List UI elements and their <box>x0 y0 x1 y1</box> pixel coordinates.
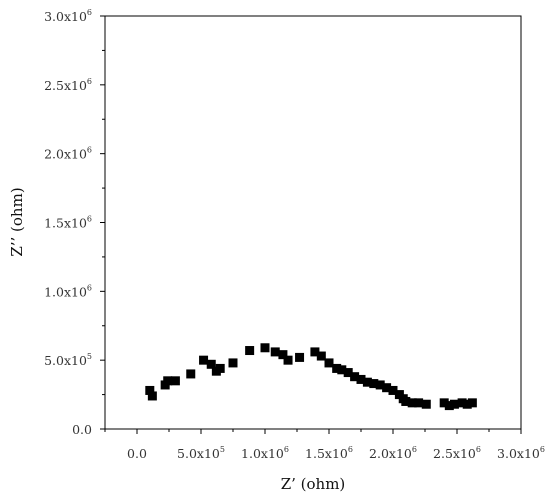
data-point <box>401 396 411 406</box>
x-axis-title: Z’ (ohm) <box>281 475 346 493</box>
data-point <box>310 347 320 357</box>
data-point <box>278 350 288 360</box>
data-point <box>407 398 417 408</box>
y-axis-title: Z’’ (ohm) <box>8 187 26 256</box>
x-tick-label: 1.0x106 <box>241 445 289 461</box>
x-tick-label: 2.5x106 <box>433 445 481 461</box>
data-point <box>295 352 305 362</box>
data-point <box>332 363 342 373</box>
data-point <box>462 399 472 409</box>
data-point <box>388 385 398 395</box>
data-point <box>350 372 360 382</box>
x-tick-label: 2.0x106 <box>369 445 417 461</box>
data-point <box>324 358 334 368</box>
data-point <box>375 380 385 390</box>
data-point <box>147 391 157 401</box>
data-point <box>270 347 280 357</box>
x-tick-label: 3.0x106 <box>497 445 545 461</box>
data-point <box>337 365 347 375</box>
data-point <box>439 398 449 408</box>
data-point <box>369 379 379 389</box>
x-tick-label: 1.5x106 <box>305 445 353 461</box>
plot-frame <box>104 15 522 430</box>
data-point <box>206 359 216 369</box>
y-tick-label: 2.0x106 <box>44 146 92 162</box>
y-tick-label: 0.0 <box>72 422 92 437</box>
data-point <box>421 399 431 409</box>
data-point <box>283 355 293 365</box>
data-point <box>343 368 353 378</box>
x-tick-label: 0.0 <box>127 446 147 461</box>
data-point <box>444 401 454 411</box>
x-tick-label: 5.0x105 <box>177 445 225 461</box>
y-axis-ticks: 0.0 5.0x105 1.0x106 1.5x106 2.0x106 2.5x106 3.… <box>44 8 105 437</box>
y-tick-label: 1.0x106 <box>44 283 92 299</box>
data-point <box>163 376 173 386</box>
y-tick-label: 3.0x106 <box>44 8 92 24</box>
data-point <box>362 377 372 387</box>
y-tick-label: 1.5x106 <box>44 215 92 231</box>
data-point <box>186 369 196 379</box>
data-point <box>457 398 467 408</box>
data-point <box>245 346 255 356</box>
data-point <box>414 398 424 408</box>
data-point <box>145 385 155 395</box>
data-point <box>260 343 270 353</box>
x-axis-ticks: 0.0 5.0x105 1.0x106 1.5x106 2.0x106 2.5x106 3.… <box>104 429 545 461</box>
y-tick-label: 2.5x106 <box>44 77 92 93</box>
data-points <box>145 343 477 411</box>
data-point <box>228 358 238 368</box>
data-point <box>449 399 459 409</box>
y-tick-label: 5.0x105 <box>44 352 92 368</box>
data-point <box>382 383 392 393</box>
data-point <box>215 363 225 373</box>
data-point <box>467 398 477 408</box>
data-point <box>170 376 180 386</box>
data-point <box>356 374 366 384</box>
data-point <box>199 355 209 365</box>
data-point <box>316 351 326 361</box>
